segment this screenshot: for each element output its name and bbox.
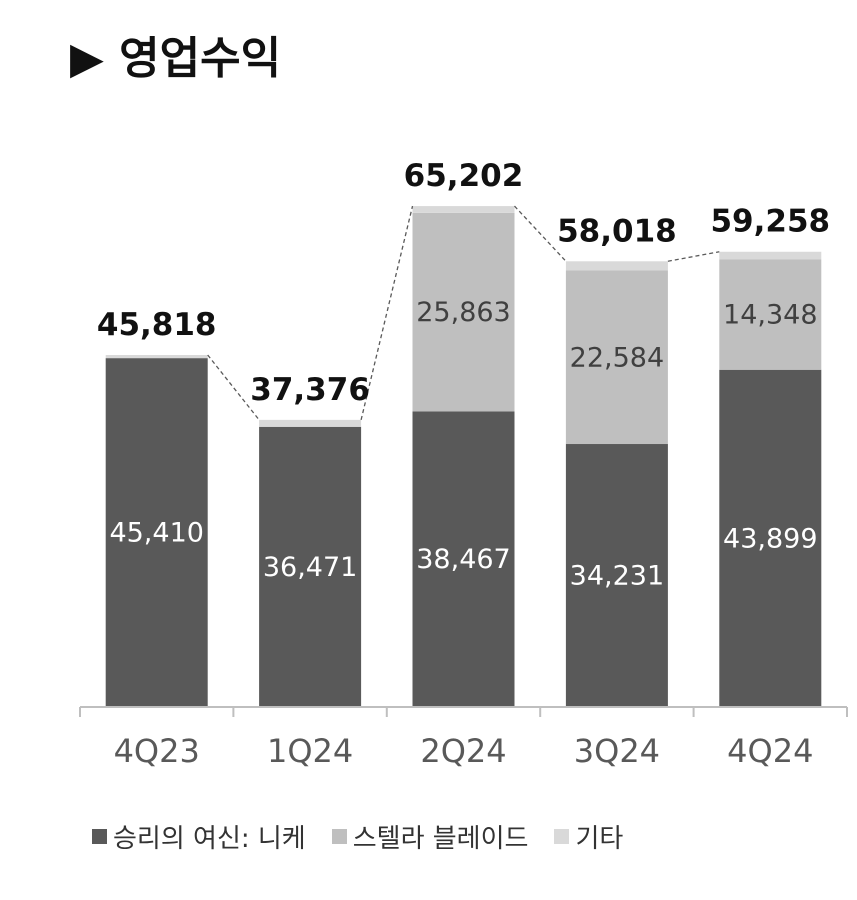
bar-segment-nike-4q24 <box>719 369 822 707</box>
data-label-nike-1q24: 36,471 <box>263 552 357 583</box>
bar-segment-other-1q24 <box>259 419 362 427</box>
total-connector-line <box>360 205 414 421</box>
bar-segment-other-3q24 <box>565 261 668 271</box>
data-label-stellar-blade-4q24: 14,348 <box>723 300 817 331</box>
bar-segment-other-4q23 <box>105 355 208 359</box>
data-label-nike-2q24: 38,467 <box>416 544 510 575</box>
legend-label-stellar-blade: 스텔라 블레이드 <box>352 824 529 854</box>
bar-segment-nike-2q24 <box>412 411 515 707</box>
legend-label-nike: 승리의 여신: 니케 <box>113 824 306 854</box>
x-tick-label-4q24: 4Q24 <box>727 732 813 770</box>
bar-segment-stellar-blade-4q24 <box>719 259 822 370</box>
bar-segment-other-2q24 <box>412 206 515 213</box>
data-label-nike-4q24: 43,899 <box>723 523 817 554</box>
legend-swatch-other <box>554 829 570 844</box>
total-connector-line <box>667 251 720 262</box>
data-label-nike-3q24: 34,231 <box>570 561 664 592</box>
bar-segment-nike-1q24 <box>259 426 362 707</box>
total-connector-line <box>514 205 567 262</box>
total-label-4q23: 45,818 <box>97 307 217 343</box>
bar-segment-nike-3q24 <box>565 444 668 707</box>
legend-swatch-nike <box>92 829 107 844</box>
data-label-stellar-blade-2q24: 25,863 <box>416 297 510 328</box>
legend-swatch-stellar-blade <box>331 829 347 844</box>
legend: 승리의 여신: 니케 스텔라 블레이드 기타 <box>92 818 623 855</box>
data-label-nike-4q23: 45,410 <box>109 518 203 549</box>
legend-item-nike: 승리의 여신: 니케 <box>92 818 306 855</box>
x-tick-label-3q24: 3Q24 <box>574 732 660 770</box>
bar-segment-other-4q24 <box>719 251 822 260</box>
total-label-3q24: 58,018 <box>557 213 677 249</box>
bar-segment-nike-4q23 <box>105 358 208 707</box>
x-tick-label-4q23: 4Q23 <box>114 732 200 770</box>
legend-item-other: 기타 <box>554 818 623 855</box>
chart-title: ▶ 영업수익 <box>70 33 282 84</box>
x-tick-label-1q24: 1Q24 <box>267 732 353 770</box>
legend-label-other: 기타 <box>575 824 624 854</box>
bar-segment-stellar-blade-3q24 <box>565 270 668 445</box>
bar-segment-stellar-blade-2q24 <box>412 212 515 412</box>
legend-item-stellar-blade: 스텔라 블레이드 <box>331 818 529 855</box>
data-label-stellar-blade-3q24: 22,584 <box>570 342 664 373</box>
total-label-2q24: 65,202 <box>404 158 524 194</box>
x-tick-label-2q24: 2Q24 <box>420 732 506 770</box>
total-label-1q24: 37,376 <box>250 372 370 408</box>
total-label-4q24: 59,258 <box>710 204 830 240</box>
